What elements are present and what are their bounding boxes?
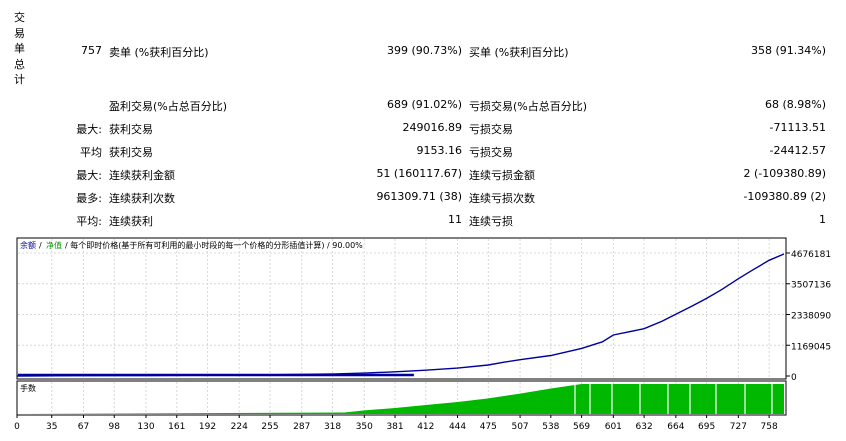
x-tick-label: 67 (78, 422, 89, 432)
long-trades-label: 买单 (%获利百分比) (469, 46, 569, 59)
x-tick-label: 287 (293, 422, 310, 432)
x-tick-label: 412 (417, 422, 434, 432)
y-tick-label: 1169045 (791, 342, 831, 352)
x-tick-label: 0 (14, 422, 20, 432)
row-left-label: 获利交易 (109, 123, 153, 136)
x-tick-label: 664 (667, 422, 684, 432)
x-tick-label: 444 (449, 422, 466, 432)
x-tick-label: 130 (137, 422, 154, 432)
row-left-label: 连续获利次数 (109, 192, 175, 205)
row-right-value: 2 (-109380.89) (743, 167, 826, 180)
y-tick-label: 4676181 (791, 250, 831, 260)
x-tick-label: 632 (636, 422, 653, 432)
profit-trades-label: 盈利交易(%占总百分比) (109, 100, 228, 113)
x-tick-label: 695 (698, 422, 715, 432)
row-right-label: 亏损交易 (469, 146, 513, 159)
row-left-value: 249016.89 (402, 121, 463, 134)
main-plot-frame (16, 237, 787, 380)
x-tick-label: 98 (109, 422, 121, 432)
y-tick-label: 0 (791, 373, 797, 383)
short-trades-label: 卖单 (%获利百分比) (109, 46, 209, 59)
x-tick-label: 475 (480, 422, 497, 432)
x-tick-label: 350 (356, 422, 373, 432)
lots-area (17, 384, 784, 414)
x-tick-label: 507 (511, 422, 528, 432)
row-left-value: 961309.71 (38) (376, 190, 462, 203)
row-right-label: 连续亏损次数 (469, 192, 535, 205)
total-trades-value: 757 (81, 44, 102, 57)
legend-description: / 每个即时价格(基于所有可利用的最小时段的每一个价格的分形插值计算) / 90… (65, 240, 363, 250)
balance-chart-svg: 4676181 3507136 2338090 1169045 0 余额 / 净值 / 每个即时… (14, 237, 831, 432)
legend-separator: / (39, 241, 42, 250)
row-right-value: -71113.51 (769, 121, 826, 134)
x-tick-label: 569 (573, 422, 590, 432)
short-trades-value: 399 (90.73%) (386, 44, 462, 57)
row-prefix: 最多: (76, 192, 102, 205)
y-tick-label: 3507136 (791, 281, 831, 291)
balance-chart: 4676181 3507136 2338090 1169045 0 余额 / 净值 / 每个即时… (0, 236, 846, 438)
legend-balance: 余额 (20, 240, 36, 250)
row-left-label: 连续获利金额 (109, 169, 175, 182)
row-prefix: 平均: (76, 215, 102, 228)
profit-trades-value: 689 (91.02%) (386, 98, 462, 111)
row-prefix: 最大: (76, 123, 102, 136)
x-tick-label: 224 (231, 422, 248, 432)
row-left-label: 连续获利 (109, 215, 153, 228)
row-right-label: 亏损交易 (469, 123, 513, 136)
row-right-label: 连续亏损金额 (469, 169, 535, 182)
x-tick-label: 758 (761, 422, 778, 432)
row-prefix: 最大: (76, 169, 102, 182)
x-tick-label: 161 (168, 422, 185, 432)
row-right-value: -24412.57 (769, 144, 826, 157)
x-tick-label: 538 (542, 422, 559, 432)
x-tick-label: 727 (730, 422, 747, 432)
x-tick-label: 255 (261, 422, 278, 432)
vlabel-char: 交 (14, 11, 25, 24)
row-left-value: 9153.16 (416, 144, 463, 157)
row-prefix: 平均 (80, 146, 102, 159)
row-right-value: 1 (819, 213, 826, 226)
summary-vertical-label: 交 易 单 总 计 (14, 10, 28, 88)
x-tick-label: 381 (386, 422, 403, 432)
loss-trades-value: 68 (8.98%) (764, 98, 826, 111)
row-left-value: 51 (160117.67) (376, 167, 462, 180)
row-left-label: 获利交易 (109, 146, 153, 159)
lots-label: 手数 (20, 383, 36, 393)
loss-trades-label: 亏损交易(%占总百分比) (469, 100, 588, 113)
row-left-value: 11 (448, 213, 462, 226)
row-right-label: 连续亏损 (469, 215, 513, 228)
vlabel-char: 易 (14, 26, 25, 40)
x-tick-label: 318 (324, 422, 341, 432)
row-right-value: -109380.89 (2) (743, 190, 826, 203)
x-tick-label: 35 (46, 422, 57, 432)
vlabel-char: 总 (14, 57, 25, 71)
x-tick-label: 601 (605, 422, 622, 432)
y-tick-label: 2338090 (791, 312, 831, 322)
vlabel-char: 单 (14, 42, 25, 55)
vlabel-char: 计 (14, 73, 25, 86)
x-tick-label: 192 (199, 422, 216, 432)
balance-line (16, 253, 785, 377)
legend-equity: 净值 (46, 240, 62, 250)
long-trades-value: 358 (91.34%) (750, 44, 826, 57)
